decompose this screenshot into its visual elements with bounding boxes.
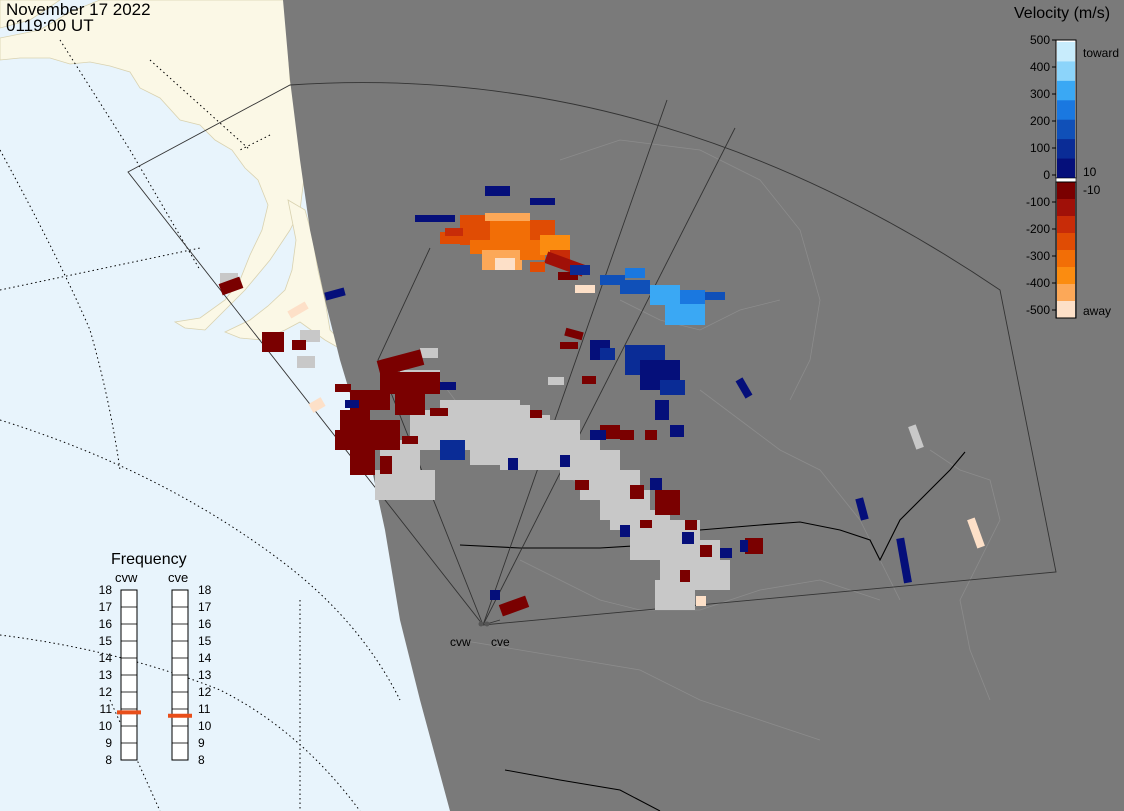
frequency-tick-label: 10 <box>99 719 113 733</box>
frequency-tick-label: 9 <box>198 736 205 750</box>
velocity-legend: 500 400 300 200 100 0 -100 -200 -300 -400 -500 tow… <box>1026 33 1119 319</box>
site-label-cvw: cvw <box>450 635 471 649</box>
frequency-tick-label: 18 <box>99 583 113 597</box>
legend-away-swatch <box>1057 267 1075 285</box>
legend-tick-label: -300 <box>1026 249 1050 263</box>
frequency-tick-label: 17 <box>198 600 212 614</box>
observation-date: November 17 2022 <box>6 0 151 19</box>
velocity-away <box>218 213 985 617</box>
legend-toward-swatch <box>1057 158 1075 179</box>
legend-tick-label: 200 <box>1030 114 1050 128</box>
velocity-toward <box>324 186 912 600</box>
legend-tick-label: -200 <box>1026 222 1050 236</box>
legend-away-swatch <box>1057 233 1075 251</box>
legend-minus-ten: -10 <box>1083 183 1101 197</box>
mexico-border <box>504 769 661 811</box>
frequency-label-cvw: cvw <box>115 570 138 585</box>
legend-toward-label: toward <box>1083 46 1119 60</box>
legend-zero-band <box>1055 177 1077 183</box>
legend-away-label: away <box>1083 304 1111 318</box>
frequency-tick-label: 10 <box>198 719 212 733</box>
velocity-legend-title: Velocity (m/s) <box>1014 5 1111 22</box>
country-border <box>459 451 966 562</box>
frequency-tick-label: 17 <box>99 600 113 614</box>
frequency-label-cve: cve <box>168 570 188 585</box>
legend-tick-label: 300 <box>1030 87 1050 101</box>
ground-scatter <box>220 273 924 610</box>
night-shade <box>283 0 1124 811</box>
frequency-tick-label: 12 <box>99 685 113 699</box>
site-label-cve: cve <box>491 635 510 649</box>
legend-tick-label: -500 <box>1026 303 1050 317</box>
frequency-tick-label: 8 <box>105 753 112 767</box>
legend-toward-swatch <box>1057 139 1075 160</box>
sunlit-land <box>0 0 361 361</box>
site-cve-marker <box>484 621 490 627</box>
frequency-tick-label: 15 <box>99 634 113 648</box>
frequency-tick-label: 14 <box>99 651 113 665</box>
frequency-tick-label: 8 <box>198 753 205 767</box>
frequency-tick-label: 13 <box>99 668 113 682</box>
legend-tick-label: 400 <box>1030 60 1050 74</box>
legend-toward-swatch <box>1057 119 1075 140</box>
frequency-tick-label: 16 <box>198 617 212 631</box>
legend-away-swatch <box>1057 199 1075 217</box>
legend-away-box <box>1055 181 1077 319</box>
legend-plus-ten: 10 <box>1083 165 1097 179</box>
legend-toward-swatch <box>1057 100 1075 121</box>
legend-away-swatch <box>1057 182 1075 200</box>
radar-sites: cvw cve <box>450 621 510 649</box>
frequency-tick-label: 14 <box>198 651 212 665</box>
frequency-tick-label: 15 <box>198 634 212 648</box>
frequency-tick-label: 16 <box>99 617 113 631</box>
legend-tick-label: 0 <box>1043 168 1050 182</box>
graticule <box>0 39 401 811</box>
legend-toward-swatch <box>1057 61 1075 82</box>
legend-toward-swatch <box>1057 80 1075 101</box>
legend-tick-label: 100 <box>1030 141 1050 155</box>
observation-time: 0119:00 UT <box>6 16 94 35</box>
frequency-tick-label: 9 <box>105 736 112 750</box>
frequency-panel: Frequency cvw cve 18 17 16 15 14 13 12 11 10 9 8 18… <box>99 551 212 767</box>
site-cvw-marker <box>478 621 484 627</box>
legend-tick-label: 500 <box>1030 33 1050 47</box>
frequency-tick-label: 11 <box>198 702 211 716</box>
legend-toward-swatch <box>1057 42 1075 62</box>
legend-away-swatch <box>1057 284 1075 302</box>
frequency-tick-label: 12 <box>198 685 212 699</box>
legend-away-swatch <box>1057 301 1075 319</box>
legend-away-swatch <box>1057 216 1075 234</box>
frequency-tick-label: 11 <box>100 702 113 716</box>
legend-tick-label: -100 <box>1026 195 1050 209</box>
legend-away-swatch <box>1057 250 1075 268</box>
frequency-tick-label: 13 <box>198 668 212 682</box>
legend-tick-label: -400 <box>1026 276 1050 290</box>
frequency-title: Frequency <box>111 551 187 568</box>
frequency-tick-label: 18 <box>198 583 212 597</box>
